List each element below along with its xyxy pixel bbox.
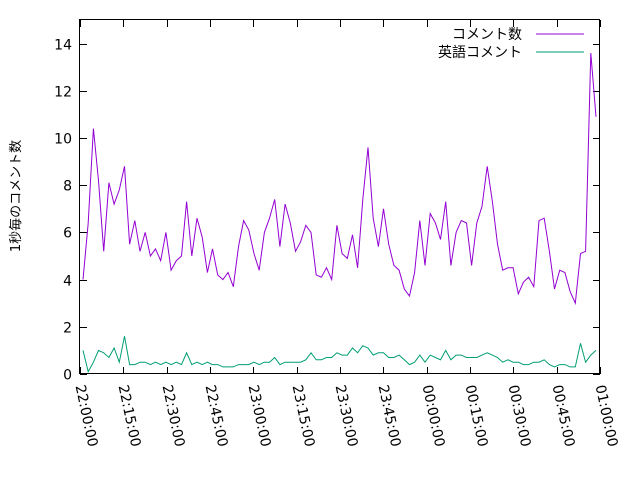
y-axis-label: 1秒毎のコメント数 [8, 140, 24, 252]
x-tick-label: 22:15:00 [115, 384, 144, 449]
x-tick-label: 01:00:00 [592, 384, 621, 449]
series-line-2 [82, 336, 597, 373]
y-tick-label: 4 [63, 274, 72, 290]
y-tick-label: 14 [54, 38, 72, 54]
y-tick-label: 12 [54, 85, 72, 101]
x-tick-label: 23:00:00 [245, 384, 274, 449]
series-line-1 [82, 52, 597, 306]
y-axis-ticks: 0 2 4 6 8 10 12 14 [54, 38, 600, 384]
y-tick-label: 10 [54, 132, 72, 148]
x-tick-label: 23:15:00 [289, 384, 318, 449]
y-tick-label: 2 [63, 321, 72, 337]
x-tick-label: 23:45:00 [375, 384, 404, 449]
y-tick-label: 8 [63, 179, 72, 195]
x-tick-label: 23:30:00 [332, 384, 361, 449]
series-lines [82, 52, 597, 373]
legend-label: 英語コメント [438, 44, 522, 61]
x-tick-label: 22:30:00 [159, 384, 188, 449]
legend-label: コメント数 [452, 27, 522, 43]
x-tick-label: 00:00:00 [419, 384, 448, 449]
x-tick-label: 22:00:00 [72, 384, 101, 449]
x-tick-label: 00:30:00 [505, 384, 534, 449]
x-tick-label: 22:45:00 [202, 384, 231, 449]
x-tick-label: 00:45:00 [549, 384, 578, 449]
y-tick-label: 6 [63, 226, 72, 242]
x-tick-label: 00:15:00 [462, 384, 491, 449]
y-tick-label: 0 [63, 368, 72, 384]
plot-frame [79, 19, 600, 374]
